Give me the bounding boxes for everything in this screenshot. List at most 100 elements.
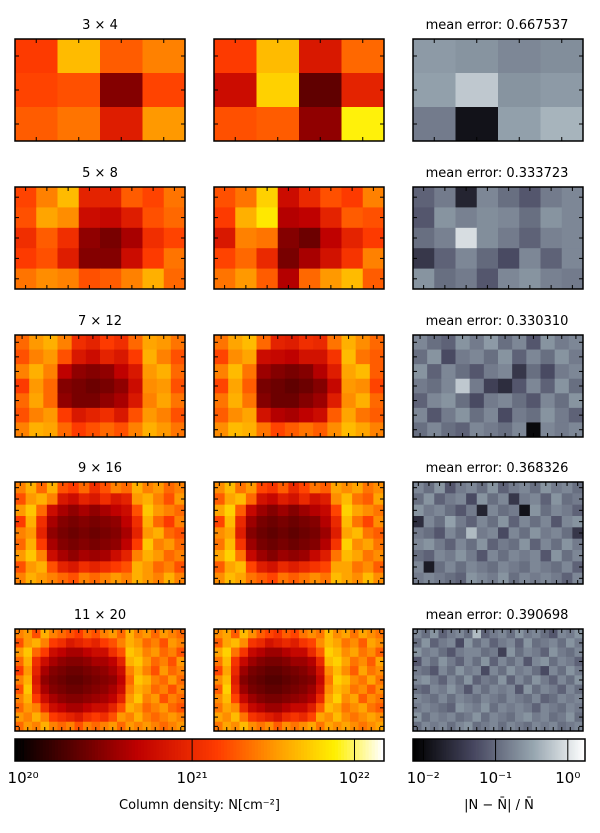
heatmap-cell	[557, 656, 567, 667]
heatmap-cell	[540, 703, 550, 713]
heatmap-cell	[100, 538, 112, 551]
heatmap-cell	[554, 393, 570, 409]
heatmap-cell	[163, 248, 186, 269]
heatmap-cell	[121, 248, 143, 269]
heatmap-cell	[455, 493, 467, 506]
heatmap-cell	[128, 393, 143, 409]
heatmap-cell	[498, 39, 541, 74]
heatmap-cell	[299, 550, 311, 562]
heatmap-cell	[444, 493, 456, 506]
heatmap-cell	[36, 561, 48, 574]
heatmap-cell	[163, 493, 175, 506]
heatmap-cell	[174, 572, 186, 585]
heatmap-cell	[100, 248, 122, 269]
heatmap-cell	[114, 364, 129, 380]
heatmap-cell	[367, 629, 376, 639]
reconstruction-panel	[14, 334, 186, 438]
heatmap-cell	[309, 527, 321, 540]
heatmap-cell	[110, 527, 122, 540]
colorbar-segment	[82, 739, 87, 761]
heatmap-cell	[483, 393, 499, 409]
heatmap-cell	[134, 656, 143, 667]
heatmap-cell	[341, 364, 357, 380]
heatmap-cell	[487, 572, 499, 585]
heatmap-cell	[476, 550, 488, 562]
colorbar-tick-label: 10²¹	[177, 769, 208, 787]
heatmap-cell	[557, 703, 567, 713]
heatmap-cell	[455, 73, 499, 108]
heatmap-cell	[290, 638, 300, 648]
heatmap-cell	[481, 675, 490, 686]
colorbar-segment	[285, 739, 290, 761]
heatmap-cell	[341, 538, 353, 551]
heatmap-cell	[327, 407, 342, 423]
heatmap-cell	[532, 666, 541, 676]
heatmap-cell	[540, 656, 550, 667]
heatmap-cell	[256, 516, 268, 528]
heatmap-cell	[447, 629, 456, 639]
heatmap-cell	[284, 393, 300, 409]
heatmap-cell	[248, 712, 257, 723]
original-panel	[213, 334, 385, 438]
heatmap-cell	[299, 482, 311, 494]
heatmap-cell	[506, 675, 516, 686]
heatmap-cell	[74, 721, 84, 732]
heatmap-cell	[235, 248, 257, 269]
colorbar-segment	[554, 739, 557, 761]
heatmap-cell	[163, 538, 175, 551]
heatmap-cell	[108, 703, 118, 713]
heatmap-cell	[159, 647, 169, 658]
colorbar-tick-label: 10²²	[339, 769, 370, 787]
heatmap-cell	[430, 638, 439, 648]
heatmap-cell	[421, 629, 431, 639]
heatmap-cell	[515, 703, 524, 713]
colorbar-segment	[519, 739, 521, 761]
heatmap-cell	[554, 364, 570, 380]
heatmap-cell	[529, 504, 541, 517]
colorbar-segment	[556, 739, 559, 761]
heatmap-cell	[341, 187, 364, 208]
colorbar-segment	[513, 739, 516, 761]
reconstruction-panel	[14, 481, 186, 585]
heatmap-cell	[66, 675, 75, 686]
colorbar-segment	[350, 739, 354, 761]
heatmap-cell	[568, 422, 584, 438]
heatmap-cell	[29, 364, 44, 380]
heatmap-cell	[540, 407, 556, 423]
heatmap-cell	[32, 638, 41, 648]
heatmap-cell	[57, 693, 67, 704]
heatmap-cell	[352, 516, 364, 528]
heatmap-cell	[121, 227, 143, 249]
heatmap-cell	[519, 187, 541, 208]
colorbar-segment	[344, 739, 348, 761]
heatmap-cell	[307, 693, 317, 704]
colorbar-segment	[497, 739, 500, 761]
heatmap-cell	[498, 656, 507, 667]
colorbar-segment	[544, 739, 547, 761]
heatmap-cell	[228, 335, 243, 350]
heatmap-cell	[455, 656, 465, 667]
heatmap-cell	[350, 656, 359, 667]
heatmap-cell	[57, 638, 67, 648]
heatmap-cell	[265, 712, 274, 723]
heatmap-cell	[299, 73, 342, 108]
heatmap-cell	[267, 550, 279, 562]
heatmap-cell	[523, 629, 533, 639]
heatmap-cell	[168, 693, 177, 704]
heatmap-cell	[15, 422, 30, 438]
heatmap-cell	[481, 666, 490, 676]
heatmap-cell	[68, 504, 80, 517]
heatmap-cell	[455, 647, 465, 658]
heatmap-cell	[142, 407, 158, 423]
heatmap-cell	[572, 482, 584, 494]
heatmap-cell	[15, 638, 24, 648]
heatmap-cell	[121, 493, 133, 506]
heatmap-cell	[320, 538, 332, 551]
heatmap-cell	[89, 538, 101, 551]
heatmap-cell	[290, 693, 300, 704]
heatmap-cell	[557, 684, 567, 695]
heatmap-cell	[131, 482, 143, 494]
heatmap-cell	[464, 675, 473, 686]
heatmap-cell	[444, 516, 456, 528]
heatmap-cell	[214, 349, 229, 365]
